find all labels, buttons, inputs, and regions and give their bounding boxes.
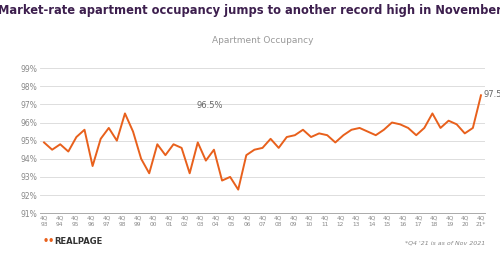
Text: Market-rate apartment occupancy jumps to another record high in November: Market-rate apartment occupancy jumps to… xyxy=(0,4,500,17)
Text: 96.5%: 96.5% xyxy=(196,101,222,110)
Text: 97.5%: 97.5% xyxy=(484,90,500,99)
Text: Apartment Occupancy: Apartment Occupancy xyxy=(212,36,313,45)
Text: ••: •• xyxy=(42,236,55,246)
Text: *Q4 '21 is as of Nov 2021: *Q4 '21 is as of Nov 2021 xyxy=(405,241,485,246)
Text: REALPAGE: REALPAGE xyxy=(54,237,102,246)
